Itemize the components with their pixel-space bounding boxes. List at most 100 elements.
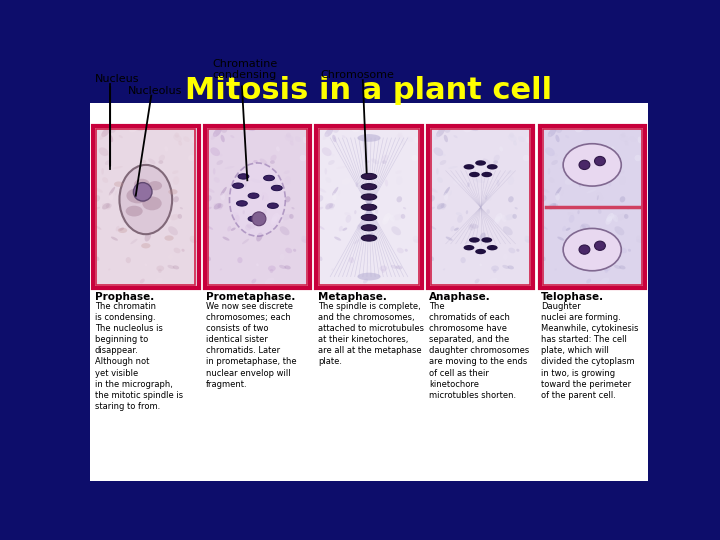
Ellipse shape (579, 245, 590, 254)
Ellipse shape (444, 187, 450, 195)
Ellipse shape (349, 257, 354, 263)
Ellipse shape (430, 207, 435, 210)
Ellipse shape (549, 177, 554, 183)
Ellipse shape (383, 213, 391, 222)
Ellipse shape (555, 135, 559, 142)
Ellipse shape (339, 226, 343, 232)
Ellipse shape (318, 187, 326, 193)
Ellipse shape (437, 177, 443, 183)
Bar (96, 130, 195, 285)
Ellipse shape (207, 226, 213, 230)
Ellipse shape (96, 256, 99, 261)
Ellipse shape (401, 214, 405, 219)
Ellipse shape (598, 209, 602, 214)
Ellipse shape (586, 279, 591, 284)
Ellipse shape (153, 175, 157, 181)
Ellipse shape (591, 233, 598, 241)
Ellipse shape (323, 124, 333, 130)
Ellipse shape (595, 157, 606, 166)
Ellipse shape (501, 214, 507, 222)
Ellipse shape (374, 195, 376, 200)
Ellipse shape (391, 254, 396, 260)
Ellipse shape (503, 254, 508, 260)
Ellipse shape (467, 183, 469, 187)
Ellipse shape (454, 227, 459, 231)
Ellipse shape (385, 179, 388, 186)
Ellipse shape (233, 212, 239, 216)
Ellipse shape (159, 216, 166, 225)
Ellipse shape (495, 213, 503, 222)
Text: The chromatin
is condensing.
The nucleolus is
beginning to
disappear.
Although n: The chromatin is condensing. The nucleol… (94, 302, 183, 411)
Bar (204, 126, 310, 288)
Ellipse shape (162, 179, 165, 186)
Ellipse shape (133, 183, 152, 201)
Ellipse shape (148, 158, 156, 164)
Ellipse shape (429, 187, 438, 193)
Ellipse shape (565, 135, 570, 138)
Ellipse shape (293, 249, 296, 252)
Ellipse shape (328, 160, 335, 165)
Ellipse shape (361, 173, 377, 179)
Ellipse shape (374, 192, 380, 201)
Text: Nucleolus: Nucleolus (128, 86, 182, 96)
Bar (320, 130, 418, 285)
Ellipse shape (554, 268, 557, 271)
Ellipse shape (524, 236, 531, 243)
Ellipse shape (500, 213, 503, 219)
Ellipse shape (625, 141, 629, 146)
Ellipse shape (516, 249, 519, 252)
Bar (316, 126, 422, 288)
Ellipse shape (170, 214, 180, 220)
Ellipse shape (122, 215, 128, 223)
Ellipse shape (365, 160, 369, 163)
Ellipse shape (579, 160, 590, 170)
Ellipse shape (207, 256, 211, 261)
Ellipse shape (405, 249, 408, 252)
Ellipse shape (482, 172, 492, 177)
Ellipse shape (120, 165, 172, 234)
Ellipse shape (508, 248, 516, 253)
Ellipse shape (251, 189, 261, 193)
Ellipse shape (178, 214, 182, 219)
Ellipse shape (431, 256, 434, 261)
Ellipse shape (541, 207, 546, 210)
Text: Anaphase.: Anaphase. (429, 292, 491, 302)
Ellipse shape (166, 214, 172, 222)
Ellipse shape (487, 164, 498, 170)
Ellipse shape (329, 153, 334, 156)
Ellipse shape (100, 124, 109, 130)
Ellipse shape (336, 166, 346, 169)
Text: The
chromatids of each
chromosome have
separated, and the
daughter chromosomes
a: The chromatids of each chromosome have s… (429, 302, 530, 400)
Ellipse shape (611, 213, 615, 219)
Ellipse shape (396, 176, 402, 185)
Ellipse shape (217, 160, 223, 165)
Ellipse shape (214, 177, 220, 183)
Ellipse shape (303, 137, 307, 143)
Ellipse shape (453, 178, 462, 185)
Text: We now see discrete
chromosomes; each
consists of two
identical sister
chromatid: We now see discrete chromosomes; each co… (206, 302, 297, 389)
Ellipse shape (113, 166, 123, 169)
Ellipse shape (526, 137, 530, 143)
Ellipse shape (190, 239, 197, 243)
Bar (316, 126, 422, 288)
Ellipse shape (132, 183, 135, 187)
Ellipse shape (189, 236, 196, 243)
Ellipse shape (290, 141, 294, 146)
Ellipse shape (464, 245, 474, 251)
Ellipse shape (220, 187, 227, 195)
Ellipse shape (361, 204, 377, 210)
Ellipse shape (260, 158, 267, 164)
Ellipse shape (413, 239, 420, 243)
Ellipse shape (614, 226, 624, 235)
Ellipse shape (444, 126, 451, 133)
Ellipse shape (503, 265, 509, 269)
Ellipse shape (358, 224, 367, 229)
Ellipse shape (613, 214, 618, 222)
Ellipse shape (620, 248, 627, 253)
Text: Chromosome: Chromosome (320, 70, 394, 80)
Ellipse shape (271, 216, 277, 225)
Ellipse shape (243, 210, 245, 214)
Ellipse shape (142, 160, 146, 163)
Ellipse shape (156, 266, 164, 271)
Ellipse shape (206, 195, 212, 201)
